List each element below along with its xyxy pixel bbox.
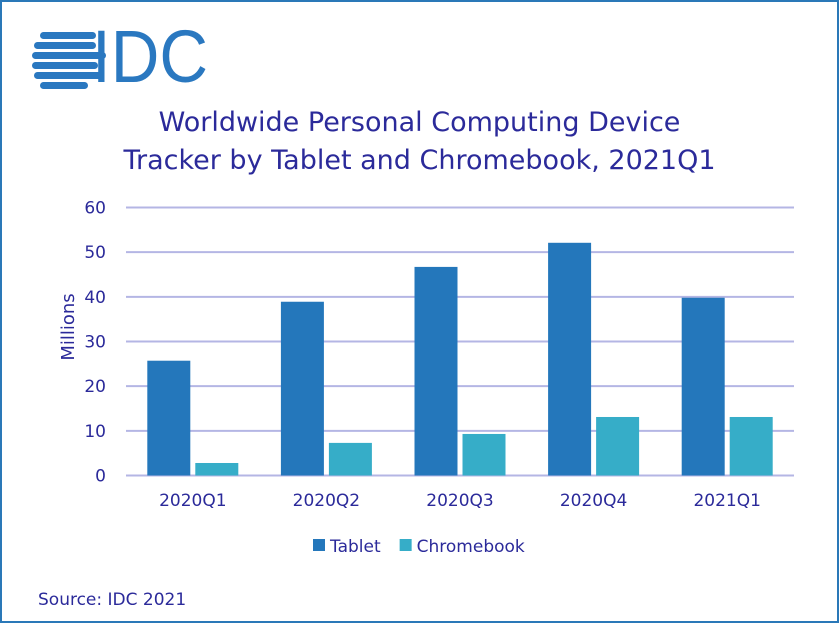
source-note: Source: IDC 2021 (38, 590, 187, 610)
y-tick-label: 60 (84, 199, 106, 219)
bar-chromebook-2020Q3 (462, 433, 506, 476)
bar-tablet-2021Q1 (681, 297, 725, 476)
logo-globe-stripe (40, 82, 88, 89)
chart-title: Worldwide Personal Computing Device Trac… (0, 104, 839, 180)
y-tick-label: 10 (84, 422, 106, 442)
legend-label-tablet: Tablet (329, 537, 381, 557)
bar-tablet-2020Q3 (414, 266, 458, 476)
x-tick-label: 2020Q4 (560, 491, 627, 511)
x-tick-label: 2020Q1 (159, 491, 226, 511)
bar-chromebook-2020Q2 (328, 442, 372, 476)
chart-title-line-1: Worldwide Personal Computing Device (158, 107, 681, 138)
logo-globe-stripe (40, 32, 96, 39)
bar-tablet-2020Q2 (280, 301, 324, 476)
bar-tablet-2020Q1 (147, 360, 191, 476)
y-tick-label: 30 (84, 333, 106, 353)
logo-globe-stripe (32, 62, 98, 69)
legend-swatch-tablet (313, 539, 325, 551)
y-tick-label: 0 (95, 467, 106, 487)
idc-logo: IDC (32, 15, 208, 98)
legend-swatch-chromebook (399, 539, 412, 551)
svg-text:IDC: IDC (92, 15, 208, 98)
y-tick-label: 20 (84, 377, 106, 397)
chart-title-line-2: Tracker by Tablet and Chromebook, 2021Q1 (123, 145, 716, 176)
y-tick-label: 40 (84, 288, 106, 308)
logo-globe-stripe (32, 52, 106, 59)
y-axis-label: Millions (58, 293, 79, 360)
bar-chromebook-2020Q4 (596, 416, 640, 476)
logo-globe-stripe (34, 72, 104, 79)
x-tick-label: 2021Q1 (693, 491, 760, 511)
x-tick-label: 2020Q2 (293, 491, 360, 511)
bar-chromebook-2020Q1 (195, 462, 239, 476)
bar-chromebook-2021Q1 (729, 416, 773, 476)
y-tick-label: 50 (84, 243, 106, 263)
legend-label-chromebook: Chromebook (417, 537, 525, 557)
logo-globe-stripe (34, 42, 96, 49)
bar-tablet-2020Q4 (548, 242, 592, 476)
x-tick-label: 2020Q3 (426, 491, 493, 511)
